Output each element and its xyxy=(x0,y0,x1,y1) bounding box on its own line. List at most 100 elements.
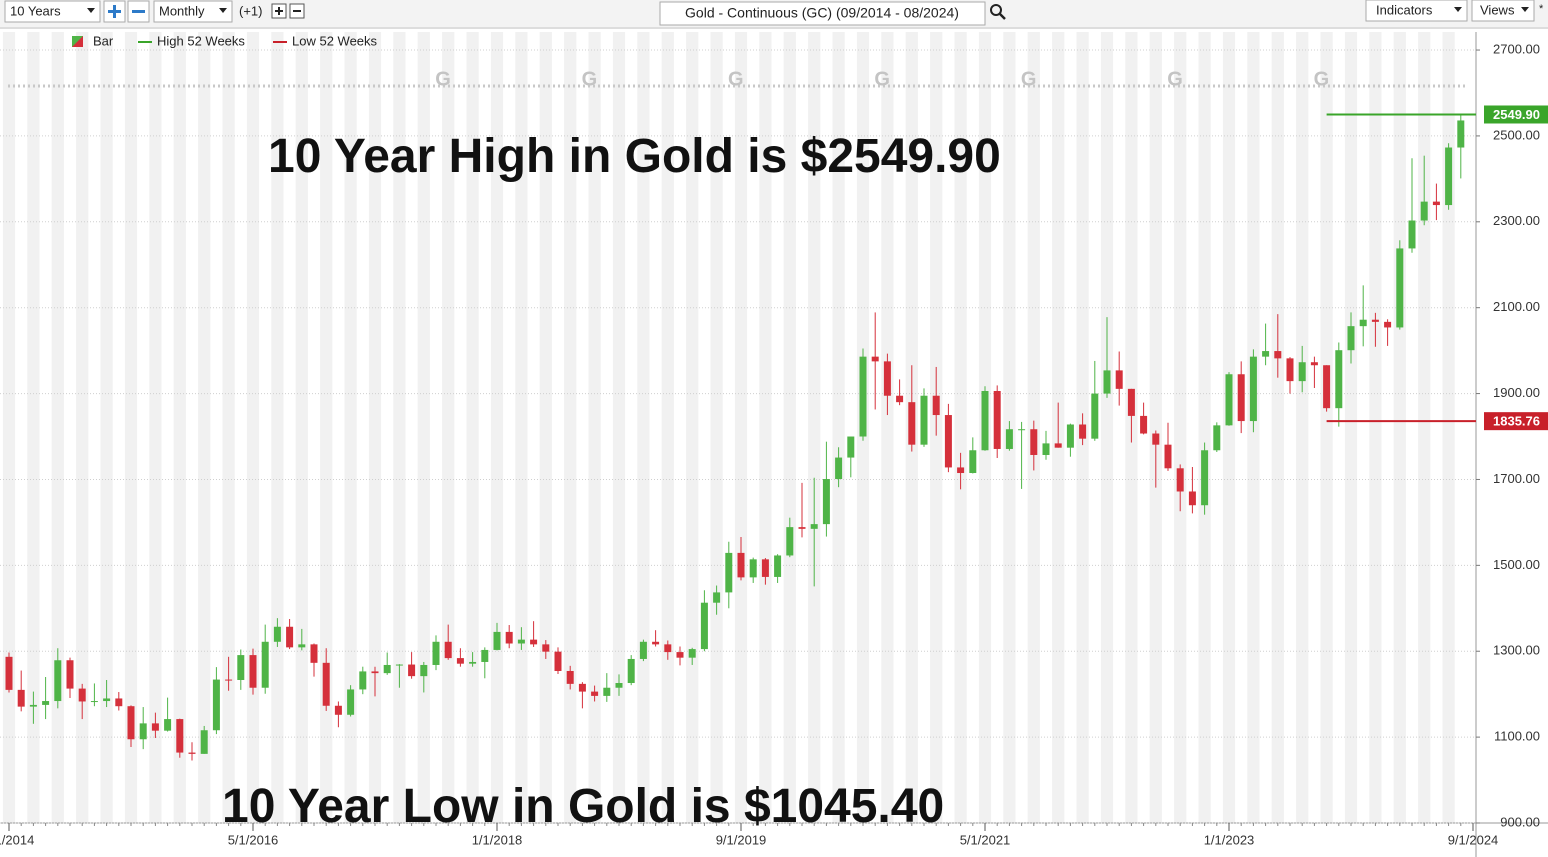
candle-body xyxy=(469,661,477,664)
candle-body xyxy=(395,664,403,666)
candle-body xyxy=(505,631,513,644)
legend-swatch xyxy=(72,36,83,47)
month-stripe xyxy=(76,32,89,823)
symbol-box[interactable] xyxy=(659,1,986,26)
month-stripe xyxy=(149,32,162,823)
event-marker: G xyxy=(728,68,744,90)
month-stripe xyxy=(564,32,577,823)
candle-body xyxy=(54,660,62,702)
candle-body xyxy=(1359,319,1367,327)
candle-body xyxy=(249,655,257,688)
event-marker: G xyxy=(582,68,598,90)
y-tick-label: 1700.00 xyxy=(1493,471,1540,486)
month-stripe xyxy=(734,32,748,823)
candle-body xyxy=(176,719,184,753)
dropdown-arrow xyxy=(1521,7,1529,12)
candle-body xyxy=(1152,433,1160,445)
month-stripe xyxy=(515,32,528,823)
candle-body xyxy=(1237,374,1245,422)
event-marker: G xyxy=(435,68,451,90)
month-stripe xyxy=(954,32,967,823)
candle-body xyxy=(1127,388,1135,416)
candle-body xyxy=(700,602,708,650)
search-icon[interactable] xyxy=(990,4,1002,16)
candle-body xyxy=(212,679,220,731)
month-stripe xyxy=(320,32,333,823)
candle-body xyxy=(151,723,159,731)
month-stripe xyxy=(783,32,796,823)
month-stripe xyxy=(442,32,455,823)
month-stripe xyxy=(271,32,284,823)
candle-body xyxy=(78,688,86,702)
candle-body xyxy=(408,664,416,677)
candle-body xyxy=(5,656,13,690)
month-stripe xyxy=(710,32,723,823)
candle-body xyxy=(908,402,916,445)
candle-body xyxy=(1432,201,1440,206)
legend-label: Bar xyxy=(93,33,114,48)
candle-body xyxy=(456,658,464,664)
candle-body xyxy=(1066,424,1074,448)
dropdown-arrow xyxy=(219,8,227,13)
candle-body xyxy=(310,644,318,663)
candle-body xyxy=(725,552,733,593)
month-stripe xyxy=(1222,32,1236,823)
month-stripe xyxy=(1198,32,1211,823)
candle-body xyxy=(1384,321,1392,328)
candle-body xyxy=(883,361,891,396)
candle-body xyxy=(1176,468,1184,492)
candle-body xyxy=(115,698,123,707)
indicators-button[interactable] xyxy=(1365,0,1468,22)
candle-body xyxy=(798,527,806,529)
month-stripe xyxy=(759,32,772,823)
month-stripe xyxy=(1369,32,1382,823)
month-stripe xyxy=(100,32,113,823)
candle-body xyxy=(298,644,306,648)
candle-body xyxy=(517,639,525,644)
plus-icon xyxy=(275,7,283,15)
candle-body xyxy=(578,683,586,692)
candle-body xyxy=(237,655,245,681)
candle-body xyxy=(1042,443,1050,455)
y-tick-label: 1100.00 xyxy=(1494,729,1540,744)
offset-label: (+1) xyxy=(239,3,262,18)
candle-body xyxy=(1140,415,1148,434)
candle-body xyxy=(993,390,1001,449)
candle-body xyxy=(566,670,574,684)
x-tick-label: 1/1/2018 xyxy=(472,832,523,847)
month-stripe xyxy=(490,32,504,823)
candle-body xyxy=(1225,374,1233,426)
dropdown-arrow xyxy=(87,8,95,13)
range-select[interactable] xyxy=(4,0,101,23)
month-stripe xyxy=(124,32,138,823)
month-stripe xyxy=(222,32,235,823)
candle-body xyxy=(1115,370,1123,389)
candle-body xyxy=(639,641,647,659)
candle-body xyxy=(127,706,135,740)
candle-body xyxy=(42,701,50,705)
event-marker: G xyxy=(1314,68,1330,90)
candle-body xyxy=(1030,429,1038,455)
month-stripe xyxy=(686,32,699,823)
views-button[interactable] xyxy=(1471,0,1535,22)
candle-body xyxy=(822,479,830,525)
candle-body xyxy=(164,719,172,731)
candle-body xyxy=(554,651,562,671)
candle-body xyxy=(322,662,330,706)
candle-body xyxy=(859,356,867,437)
candle-body xyxy=(1371,319,1379,322)
views-label: Views xyxy=(1480,2,1515,17)
candle-body xyxy=(188,752,196,754)
x-tick-label: 5/1/2021 xyxy=(960,832,1011,847)
candle-body xyxy=(225,679,233,681)
interval-select[interactable] xyxy=(153,0,233,23)
month-stripe xyxy=(1320,32,1333,823)
candle-body xyxy=(1188,491,1196,506)
candle-body xyxy=(29,704,37,707)
y-tick-label: 1900.00 xyxy=(1493,385,1540,400)
candle-body xyxy=(774,555,782,577)
candle-body xyxy=(90,701,98,703)
candle-body xyxy=(1445,147,1453,206)
value-badge-label: 1835.76 xyxy=(1493,414,1540,429)
